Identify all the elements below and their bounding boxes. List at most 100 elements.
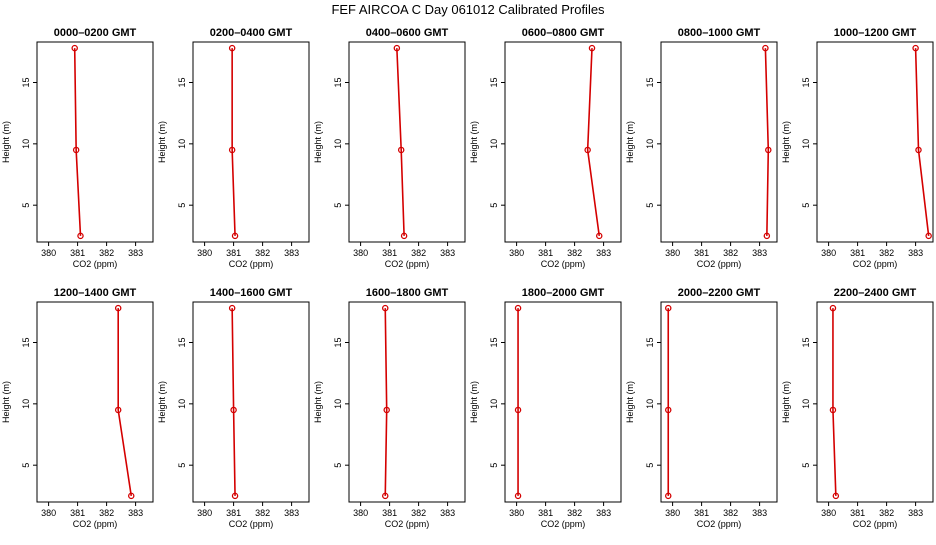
x-tick-label: 382 xyxy=(99,508,114,518)
data-point xyxy=(72,146,80,154)
y-tick-label: 10 xyxy=(21,399,31,409)
panel: 0200–0400 GMT 380 381 382 383 5 10 15 CO2 (ppm) H… xyxy=(157,27,310,269)
panel-title: 1800–2000 GMT xyxy=(522,287,605,299)
data-point xyxy=(381,304,389,312)
panel: 0800–1000 GMT 380 381 382 383 5 10 15 CO2 (ppm) H… xyxy=(625,27,778,269)
plot-frame xyxy=(504,41,622,243)
y-tick-label: 5 xyxy=(177,463,187,468)
panel: 1200–1400 GMT 380 381 382 383 5 10 15 CO2 (ppm) H… xyxy=(1,287,154,529)
panel-title: 0400–0600 GMT xyxy=(366,27,449,39)
x-tick-label: 381 xyxy=(694,248,709,258)
y-tick-label: 10 xyxy=(177,139,187,149)
plot-frame xyxy=(192,301,310,503)
x-tick-label: 383 xyxy=(908,508,923,518)
panel-title: 0800–1000 GMT xyxy=(678,27,761,39)
plot-frame xyxy=(348,301,466,503)
x-axis-label: CO2 (ppm) xyxy=(73,259,118,269)
y-tick-label: 15 xyxy=(489,337,499,347)
x-axis-label: CO2 (ppm) xyxy=(385,259,430,269)
y-axis-label: Height (m) xyxy=(469,381,479,423)
data-point xyxy=(514,304,522,312)
data-point xyxy=(665,492,672,500)
x-tick-label: 380 xyxy=(353,508,368,518)
x-axis-label: CO2 (ppm) xyxy=(541,519,586,529)
y-tick-label: 15 xyxy=(177,77,187,87)
panel-title: 1000–1200 GMT xyxy=(834,27,917,39)
y-axis-label: Height (m) xyxy=(157,121,167,163)
y-tick-label: 15 xyxy=(489,77,499,87)
data-point xyxy=(383,406,390,414)
profile-line xyxy=(764,48,770,236)
y-tick-label: 5 xyxy=(489,463,499,468)
y-tick-label: 15 xyxy=(21,77,31,87)
x-tick-label: 383 xyxy=(440,508,455,518)
x-tick-label: 382 xyxy=(411,248,426,258)
y-tick-label: 15 xyxy=(645,337,655,347)
data-point xyxy=(127,492,135,500)
panel: 0600–0800 GMT 380 381 382 383 5 10 15 CO2 (ppm) H… xyxy=(469,27,622,269)
plot-frame xyxy=(660,41,778,243)
y-tick-label: 5 xyxy=(801,463,811,468)
y-tick-label: 10 xyxy=(489,139,499,149)
x-tick-label: 381 xyxy=(226,248,241,258)
x-tick-label: 381 xyxy=(538,508,553,518)
data-point xyxy=(925,232,932,240)
y-tick-label: 10 xyxy=(801,399,811,409)
x-tick-label: 383 xyxy=(284,508,299,518)
y-tick-label: 5 xyxy=(645,463,655,468)
x-axis-label: CO2 (ppm) xyxy=(229,519,274,529)
data-point xyxy=(514,406,522,414)
data-point xyxy=(231,492,239,500)
y-tick-label: 15 xyxy=(801,77,811,87)
x-tick-label: 380 xyxy=(41,508,56,518)
y-axis-label: Height (m) xyxy=(625,121,635,163)
data-point xyxy=(596,232,603,240)
x-tick-label: 383 xyxy=(908,248,923,258)
y-tick-label: 10 xyxy=(489,399,499,409)
x-tick-label: 381 xyxy=(538,248,553,258)
y-tick-label: 10 xyxy=(333,139,343,149)
profile-line xyxy=(396,48,405,236)
data-point xyxy=(912,44,919,52)
x-axis-label: CO2 (ppm) xyxy=(541,259,586,269)
panel-title: 2000–2200 GMT xyxy=(678,287,761,299)
panel-title: 1200–1400 GMT xyxy=(54,287,137,299)
panel: 1000–1200 GMT 380 381 382 383 5 10 15 CO2 (ppm) H… xyxy=(781,27,934,269)
profile-line xyxy=(231,308,236,496)
x-tick-label: 381 xyxy=(694,508,709,518)
x-tick-label: 380 xyxy=(41,248,56,258)
x-axis-label: CO2 (ppm) xyxy=(229,259,274,269)
x-axis-label: CO2 (ppm) xyxy=(73,519,118,529)
x-tick-label: 381 xyxy=(70,508,85,518)
y-tick-label: 10 xyxy=(21,139,31,149)
plot-frame xyxy=(504,301,622,503)
x-tick-label: 380 xyxy=(509,508,524,518)
panels-group: 0000–0200 GMT 380 381 382 383 5 10 15 CO2 (ppm) H… xyxy=(1,27,934,529)
x-tick-label: 380 xyxy=(353,248,368,258)
plot-frame xyxy=(36,41,154,243)
y-axis-label: Height (m) xyxy=(313,381,323,423)
data-point xyxy=(588,44,596,52)
y-axis-label: Height (m) xyxy=(625,381,635,423)
y-tick-label: 5 xyxy=(645,203,655,208)
y-axis-label: Height (m) xyxy=(1,381,11,423)
data-point xyxy=(762,44,769,52)
x-tick-label: 380 xyxy=(821,508,836,518)
y-tick-label: 10 xyxy=(645,399,655,409)
y-axis-label: Height (m) xyxy=(781,121,791,163)
data-point xyxy=(71,44,78,52)
y-tick-label: 15 xyxy=(333,77,343,87)
panel: 1800–2000 GMT 380 381 382 383 5 10 15 CO2 (ppm) H… xyxy=(469,287,622,529)
x-tick-label: 382 xyxy=(879,248,894,258)
panel: 2200–2400 GMT 380 381 382 383 5 10 15 CO2 (ppm) H… xyxy=(781,287,934,529)
x-tick-label: 381 xyxy=(226,508,241,518)
panel: 2000–2200 GMT 380 381 382 383 5 10 15 CO2 (ppm) H… xyxy=(625,287,778,529)
y-axis-label: Height (m) xyxy=(313,121,323,163)
data-point xyxy=(114,406,122,414)
x-tick-label: 380 xyxy=(509,248,524,258)
data-point xyxy=(77,232,84,240)
x-tick-label: 382 xyxy=(411,508,426,518)
panel-title: 0200–0400 GMT xyxy=(210,27,293,39)
data-point xyxy=(584,146,591,154)
data-point xyxy=(763,232,771,240)
